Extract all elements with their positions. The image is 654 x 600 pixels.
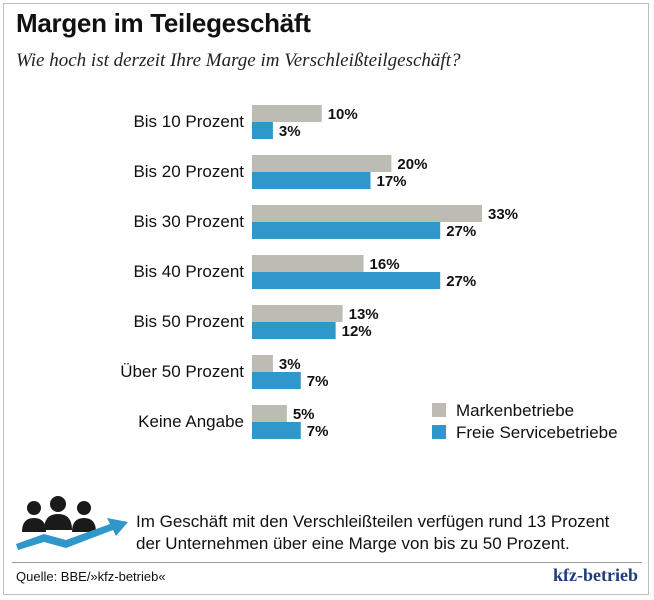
bar-markenbetriebe	[252, 255, 364, 272]
people-growth-icon	[16, 496, 128, 550]
legend-swatch-markenbetriebe	[432, 403, 446, 417]
category-label: Bis 50 Prozent	[133, 312, 244, 331]
legend-swatch-freie-servicebetriebe	[432, 425, 446, 439]
legend-label: Markenbetriebe	[456, 401, 574, 420]
data-label: 27%	[446, 223, 476, 240]
bar-freie-servicebetriebe	[252, 222, 441, 239]
data-label: 10%	[328, 106, 358, 123]
category-label: Bis 40 Prozent	[133, 262, 244, 281]
data-label: 5%	[293, 406, 315, 423]
legend-label: Freie Servicebetriebe	[456, 423, 618, 442]
footnote-text: Im Geschäft mit den Verschleißteilen ver…	[136, 512, 610, 553]
bar-markenbetriebe	[252, 405, 287, 422]
bar-markenbetriebe	[252, 355, 273, 372]
data-label: 3%	[279, 123, 301, 140]
bar-markenbetriebe	[252, 105, 322, 122]
data-label: 17%	[376, 173, 406, 190]
data-label: 3%	[279, 356, 301, 373]
bar-freie-servicebetriebe	[252, 372, 301, 389]
data-label: 20%	[397, 156, 427, 173]
data-label: 7%	[307, 373, 329, 390]
footer-divider	[12, 562, 642, 563]
bar-freie-servicebetriebe	[252, 322, 336, 339]
graphic-frame	[3, 3, 649, 595]
data-label: 16%	[370, 256, 400, 273]
bar-markenbetriebe	[252, 205, 483, 222]
data-label: 12%	[342, 323, 372, 340]
category-label: Über 50 Prozent	[120, 362, 244, 381]
bar-freie-servicebetriebe	[252, 172, 371, 189]
bar-freie-servicebetriebe	[252, 122, 273, 139]
category-label: Bis 10 Prozent	[133, 112, 244, 131]
category-label: Bis 30 Prozent	[133, 212, 244, 231]
category-label: Keine Angabe	[138, 412, 244, 431]
bar-chart: Bis 10 Prozent 10% 3% Bis 20 Prozent 20%17% B…	[120, 105, 618, 442]
category-label: Bis 20 Prozent	[133, 162, 244, 181]
bar-freie-servicebetriebe	[252, 272, 441, 289]
data-label: 33%	[488, 206, 518, 223]
data-label: 7%	[307, 423, 329, 440]
data-label: 13%	[349, 306, 379, 323]
bar-markenbetriebe	[252, 155, 392, 172]
data-label: 27%	[446, 273, 476, 290]
chart-title: Margen im Teilegeschäft	[16, 8, 311, 38]
bar-markenbetriebe	[252, 305, 343, 322]
bar-freie-servicebetriebe	[252, 422, 301, 439]
source-text: Quelle: BBE/»kfz-betrieb«	[16, 569, 166, 584]
chart-subtitle: Wie hoch ist derzeit Ihre Marge im Versc…	[16, 50, 461, 71]
brand-logo: kfz-betrieb	[553, 565, 638, 585]
